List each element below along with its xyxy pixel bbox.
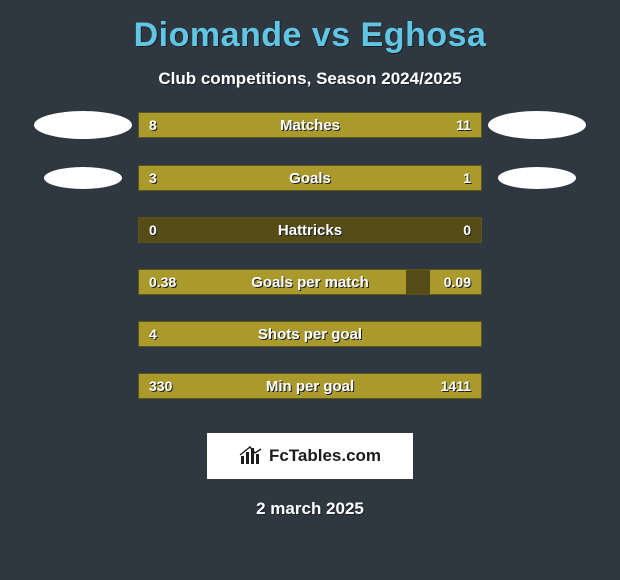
stat-bar: 31Goals (138, 165, 482, 191)
stat-row: 4Shots per goal (0, 321, 620, 347)
stat-row: 3301411Min per goal (0, 373, 620, 399)
stat-row: 0.380.09Goals per match (0, 269, 620, 295)
left-side (28, 111, 138, 139)
comparison-container: Diomande vs Eghosa Club competitions, Se… (0, 0, 620, 519)
player-left-ellipse-top (34, 111, 132, 139)
stat-bar: 811Matches (138, 112, 482, 138)
stat-metric-label: Goals per match (139, 270, 481, 294)
right-side (482, 111, 592, 139)
page-title: Diomande vs Eghosa (0, 8, 620, 59)
stats-rows: 811Matches 31Goals 00Hattricks 0.380.09Goal… (0, 111, 620, 431)
stat-bar: 3301411Min per goal (138, 373, 482, 399)
stat-metric-label: Hattricks (139, 218, 481, 242)
stat-metric-label: Shots per goal (139, 322, 481, 346)
brand-badge-box: FcTables.com (207, 433, 413, 479)
stat-row: 811Matches (0, 111, 620, 139)
player-right-ellipse-top (488, 111, 586, 139)
stat-bar: 4Shots per goal (138, 321, 482, 347)
stat-metric-label: Min per goal (139, 374, 481, 398)
stat-bar: 0.380.09Goals per match (138, 269, 482, 295)
stat-metric-label: Goals (139, 166, 481, 190)
stat-metric-label: Matches (139, 113, 481, 137)
right-side (482, 167, 592, 189)
brand-badge-text: FcTables.com (269, 446, 381, 466)
date-label: 2 march 2025 (0, 479, 620, 519)
stat-row: 31Goals (0, 165, 620, 191)
left-side (28, 167, 138, 189)
bar-chart-icon (239, 446, 263, 466)
player-right-ellipse-bot (498, 167, 576, 189)
page-subtitle: Club competitions, Season 2024/2025 (0, 59, 620, 111)
stat-bar: 00Hattricks (138, 217, 482, 243)
player-left-ellipse-bot (44, 167, 122, 189)
stat-row: 00Hattricks (0, 217, 620, 243)
brand-badge: FcTables.com (0, 433, 620, 479)
